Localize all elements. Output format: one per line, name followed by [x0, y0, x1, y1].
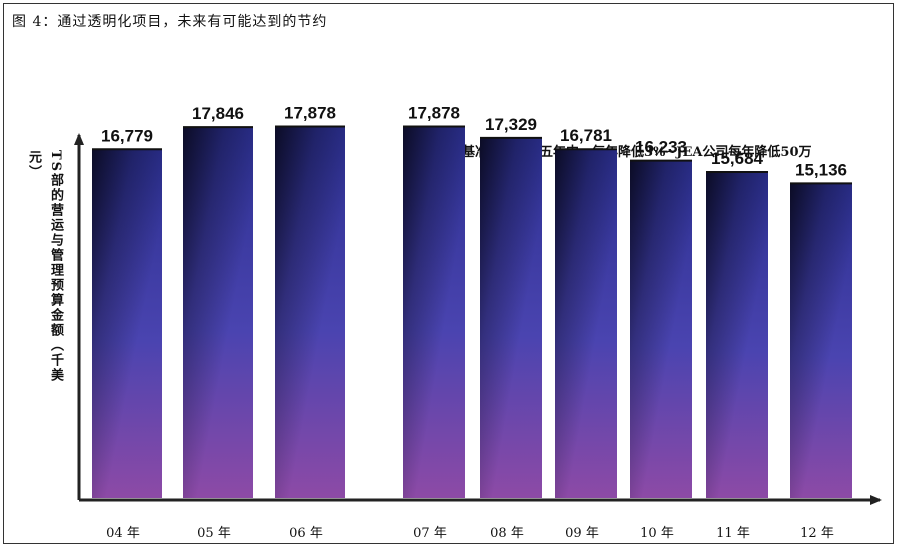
bar-shade-7: [706, 172, 768, 498]
value-label-3: 17,878: [408, 103, 460, 122]
y-axis-label: TS部的营运与管理预算金额（千美元）: [26, 150, 63, 384]
category-label-2: 06 年: [289, 526, 323, 541]
category-label-3: 07 年: [413, 526, 447, 541]
bar-shade-0: [92, 149, 162, 498]
value-label-8: 15,136: [795, 160, 847, 179]
value-label-2: 17,878: [284, 103, 336, 122]
bar-shade-8: [790, 183, 852, 498]
chart-annotation: 基准要求：在五年中，每年降低3%~JEA公司每年降低50万: [462, 145, 812, 160]
bar-shade-3: [403, 126, 465, 499]
category-label-0: 04 年: [106, 526, 140, 541]
category-label-7: 11 年: [716, 526, 750, 541]
figure-frame: [3, 3, 894, 544]
value-label-6: 16,233: [635, 138, 687, 157]
bars-layer: 16,779 04 年 17,846 05 年 17,878 06 年 17,878 07 年…: [92, 103, 852, 541]
bar-shade-6: [630, 160, 692, 498]
value-label-1: 17,846: [192, 104, 244, 123]
category-label-4: 08 年: [490, 526, 524, 541]
bar-shade-4: [480, 137, 542, 499]
value-label-4: 17,329: [485, 115, 537, 134]
bar-shade-5: [555, 149, 617, 498]
value-label-5: 16,781: [560, 126, 612, 145]
bar-shade-2: [275, 126, 345, 499]
bar-shade-1: [183, 127, 253, 499]
figure-title: 图 4：通过透明化项目，未来有可能达到的节约: [12, 14, 328, 30]
category-label-8: 12 年: [800, 526, 834, 541]
category-label-5: 09 年: [565, 526, 599, 541]
value-label-7: 15,684: [711, 149, 764, 168]
value-label-0: 16,779: [101, 126, 153, 145]
category-label-6: 10 年: [640, 526, 674, 541]
category-label-1: 05 年: [197, 526, 231, 541]
